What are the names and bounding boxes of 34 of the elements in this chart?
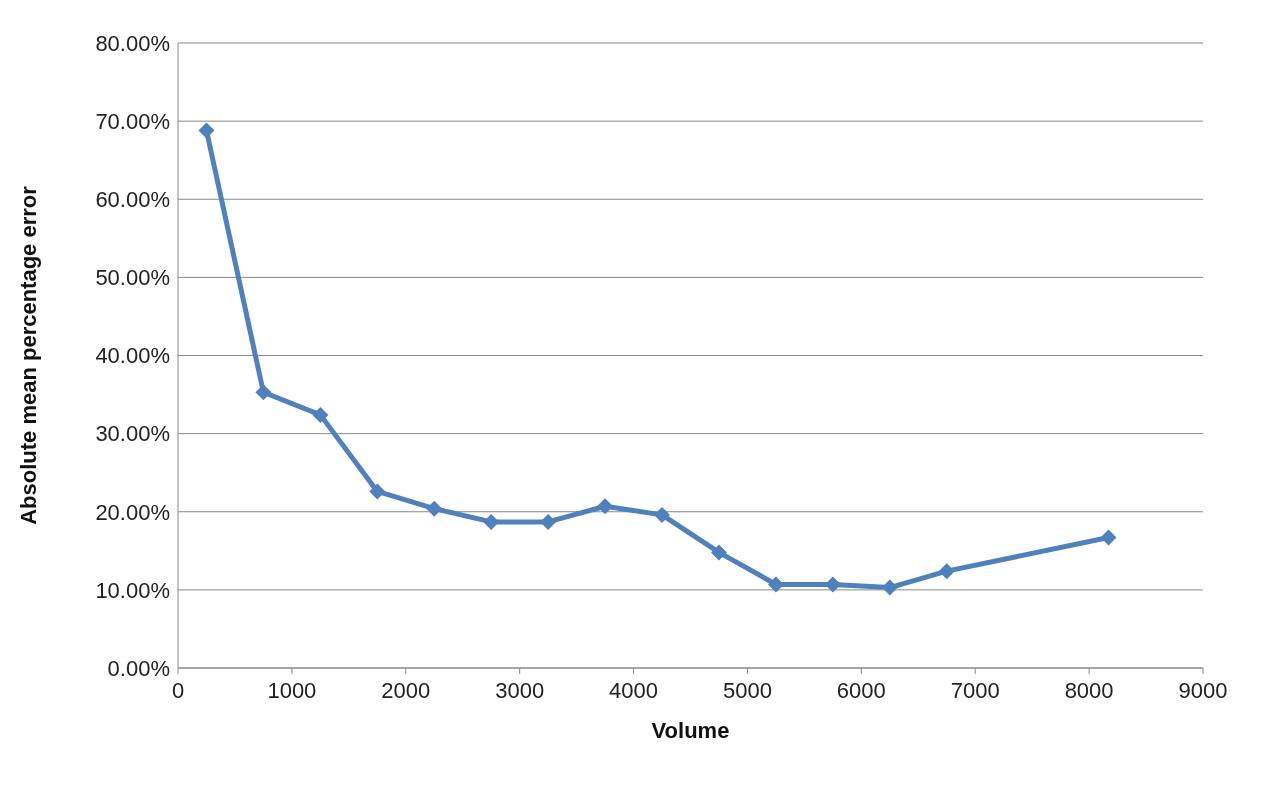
y-axis-title: Absolute mean percentage error: [15, 185, 41, 525]
point: [654, 506, 671, 523]
point: [255, 384, 272, 401]
point: [767, 576, 784, 593]
y-tick-label: 30.00%: [95, 421, 170, 447]
y-tick-label: 10.00%: [95, 577, 170, 603]
x-tick-label: 3000: [495, 677, 545, 703]
x-tick-label: 5000: [722, 677, 772, 703]
point: [1100, 529, 1117, 546]
point: [938, 563, 955, 580]
x-tick-label: 2000: [381, 677, 431, 703]
point: [312, 406, 329, 423]
point: [710, 544, 727, 561]
y-tick-label: 80.00%: [95, 30, 170, 56]
point: [426, 500, 443, 517]
y-tick-label: 70.00%: [95, 108, 170, 134]
y-tick-label: 60.00%: [95, 187, 170, 213]
x-tick-label: 8000: [1064, 677, 1114, 703]
x-tick-label: 4000: [609, 677, 659, 703]
x-tick-label: 9000: [1178, 677, 1228, 703]
x-tick-label: 1000: [267, 677, 317, 703]
x-axis-title: Volume: [651, 718, 730, 743]
x-tick-label: 0: [171, 677, 185, 703]
x-tick-label: 6000: [836, 677, 886, 703]
y-tick-label: 50.00%: [95, 265, 170, 291]
y-tick-label: 40.00%: [95, 343, 170, 369]
point: [540, 513, 557, 530]
y-tick-label: 20.00%: [95, 499, 170, 525]
y-tick-label: 0.00%: [107, 655, 170, 681]
x-tick-label: 7000: [950, 677, 1000, 703]
point: [198, 122, 215, 139]
point: [597, 498, 614, 515]
point: [369, 483, 386, 500]
point: [881, 579, 898, 596]
